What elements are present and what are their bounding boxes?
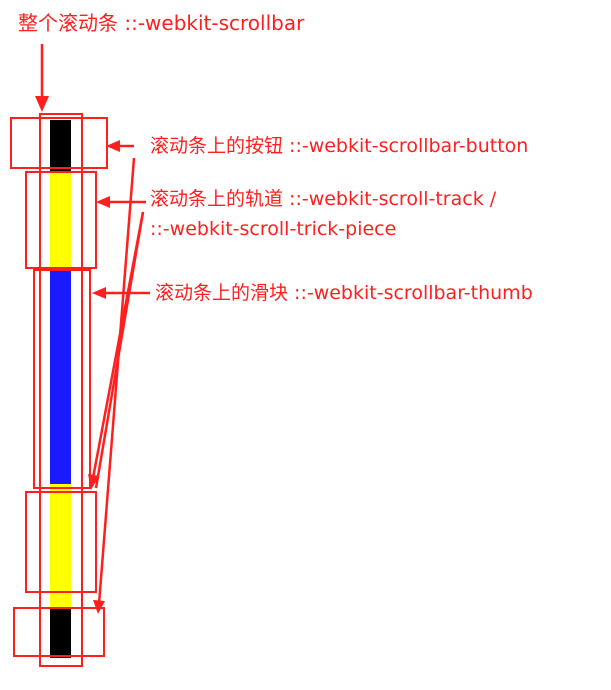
scrollbar-track-label-line1: 滚动条上的轨道 ::-webkit-scroll-track / <box>150 188 497 210</box>
scrollbar-track-label-line2: ::-webkit-scroll-trick-piece <box>150 218 397 240</box>
button-arrowhead <box>106 140 120 152</box>
track-arrow-down-2 <box>94 211 145 489</box>
button-bottom-box <box>13 607 105 657</box>
button-arrow-down <box>97 157 136 605</box>
thumb-arrowhead <box>92 287 106 299</box>
scrollbar-thumb-label: 滚动条上的滑块 ::-webkit-scrollbar-thumb <box>155 282 533 304</box>
thumb-box <box>33 269 91 489</box>
scrollbar-track-top <box>50 172 71 270</box>
track-arrowhead <box>96 196 110 208</box>
scrollbar-button-label: 滚动条上的按钮 ::-webkit-scrollbar-button <box>150 135 529 157</box>
track-bottom-box <box>25 491 97 593</box>
scrollbar-outline-box <box>39 113 83 667</box>
scrollbar-button-bottom <box>50 608 71 658</box>
button-top-box <box>10 117 108 169</box>
scrollbar-arrowhead <box>35 96 49 112</box>
scrollbar-track-bottom <box>50 484 71 608</box>
button-down-arrowhead <box>93 600 105 614</box>
scrollbar-button-top <box>50 120 71 172</box>
scrollbar-label: 整个滚动条 ::-webkit-scrollbar <box>18 11 305 35</box>
scrollbar-thumb <box>50 270 71 484</box>
track-down-arrowhead <box>88 474 99 490</box>
track-top-box <box>25 171 97 269</box>
